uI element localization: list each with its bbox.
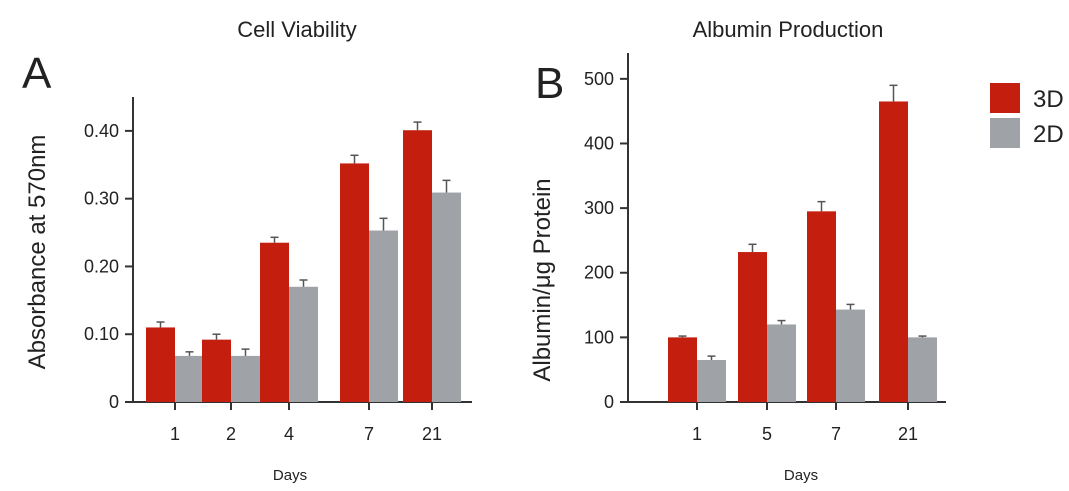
- x-tick-label: 21: [898, 424, 918, 444]
- bar-3d-21: [403, 130, 432, 402]
- chart-panel-a: A Cell Viability Absorbance at 570nm Day…: [22, 17, 472, 484]
- x-axis-label-a: Days: [273, 467, 307, 484]
- bar-2d-4: [289, 286, 318, 402]
- x-tick-label: 7: [831, 424, 841, 444]
- y-tick-label: 0.20: [84, 256, 119, 276]
- legend: 3D 2D: [990, 83, 1064, 148]
- legend-label-3d: 3D: [1033, 86, 1064, 113]
- legend-label-2d: 2D: [1033, 121, 1064, 148]
- bar-3d-7: [807, 211, 836, 402]
- bar-2d-1: [175, 355, 204, 402]
- x-tick-label: 4: [284, 424, 294, 444]
- chart-panel-b: B Albumin Production Albumin/μg Protein …: [529, 17, 946, 484]
- y-tick-label: 0.10: [84, 324, 119, 344]
- y-tick-label: 200: [584, 263, 614, 283]
- legend-swatch-3d: [990, 83, 1020, 113]
- y-tick-label: 300: [584, 198, 614, 218]
- y-tick-label: 400: [584, 133, 614, 153]
- x-tick-label: 1: [170, 424, 180, 444]
- y-tick-label: 500: [584, 69, 614, 89]
- bar-3d-7: [340, 163, 369, 402]
- bar-3d-5: [738, 252, 767, 402]
- y-tick-label: 0: [109, 392, 119, 412]
- bar-3d-4: [260, 242, 289, 402]
- y-axis-label-a: Absorbance at 570nm: [24, 135, 51, 370]
- plot-area-a: 0 0.10 0.20 0.30 0.40 1 2 4 7 21: [84, 97, 472, 444]
- panel-letter-b: B: [535, 59, 564, 108]
- y-tick-label: 0: [604, 392, 614, 412]
- bar-3d-21: [879, 101, 908, 402]
- bar-2d-21: [908, 337, 937, 402]
- x-tick-label: 1: [692, 424, 702, 444]
- chart-title-b: Albumin Production: [693, 17, 884, 42]
- x-tick-label: 2: [226, 424, 236, 444]
- x-tick-label: 7: [364, 424, 374, 444]
- x-axis-label-b: Days: [784, 467, 818, 484]
- bar-2d-2: [231, 355, 260, 402]
- panel-letter-a: A: [22, 49, 52, 98]
- plot-area-b: 0 100 200 300 400 500 1 5 7 21: [584, 53, 946, 444]
- bar-2d-1: [697, 359, 726, 402]
- bar-2d-21: [432, 192, 461, 402]
- y-axis-label-b: Albumin/μg Protein: [529, 178, 556, 381]
- chart-title-a: Cell Viability: [237, 17, 356, 42]
- bar-3d-1: [668, 337, 697, 402]
- y-tick-label: 0.30: [84, 189, 119, 209]
- bar-3d-2: [202, 339, 231, 402]
- legend-swatch-2d: [990, 118, 1020, 148]
- bar-3d-1: [146, 327, 175, 402]
- x-tick-label: 5: [762, 424, 772, 444]
- x-tick-label: 21: [422, 424, 442, 444]
- bar-2d-7: [369, 230, 398, 402]
- bar-2d-5: [767, 324, 796, 402]
- y-tick-label: 0.40: [84, 121, 119, 141]
- y-tick-label: 100: [584, 327, 614, 347]
- bar-2d-7: [836, 309, 865, 402]
